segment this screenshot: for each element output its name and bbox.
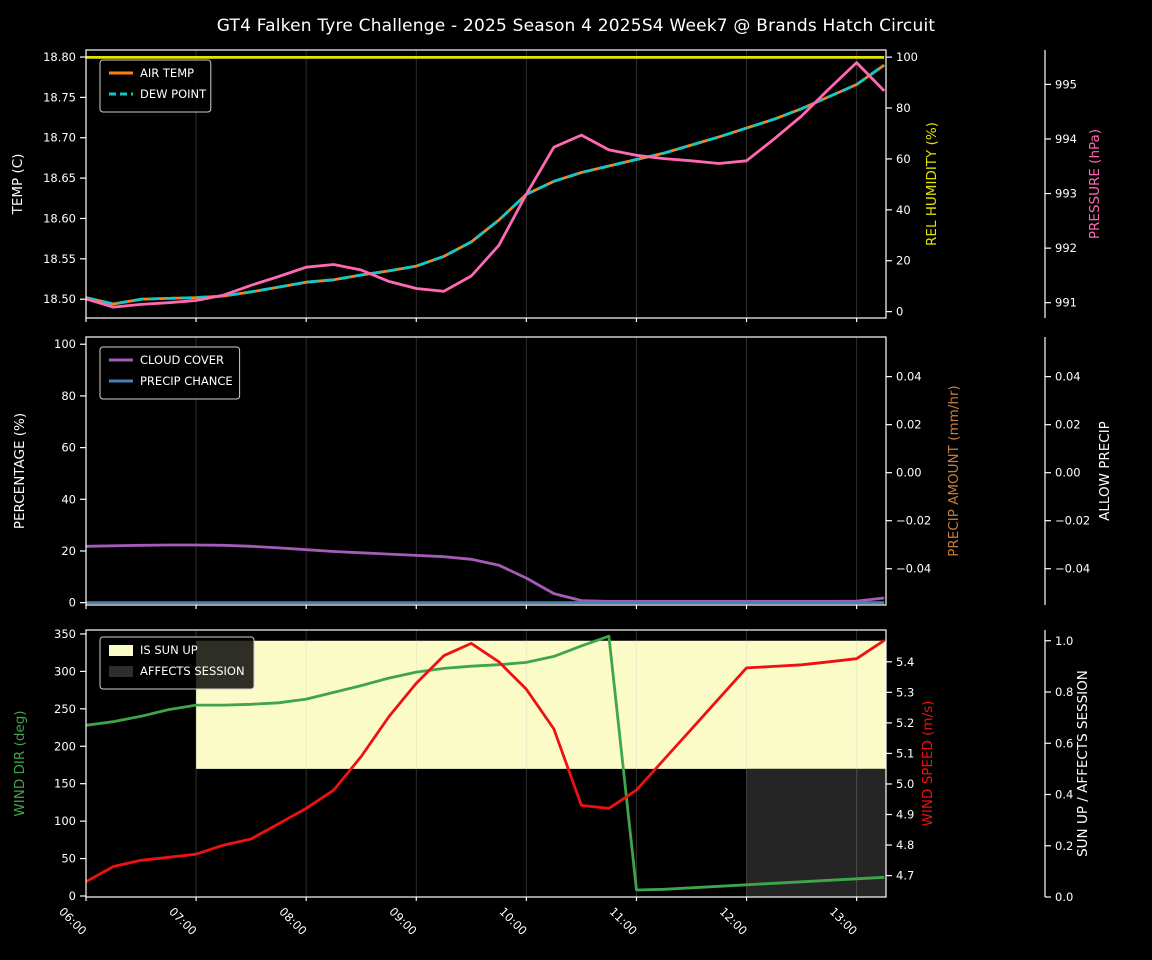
y-tick-label: 18.55 — [43, 252, 76, 266]
wind-speed-line — [85, 639, 885, 883]
y-tick-label: 993 — [1055, 187, 1077, 201]
affects-session-legend-label: AFFECTS SESSION — [140, 664, 245, 678]
wind-dir-line — [85, 634, 885, 892]
temp-c-axis-label: TEMP (C) — [10, 154, 26, 216]
sun-up-affects-session-axis-label: SUN UP / AFFECTS SESSION — [1075, 670, 1091, 857]
wind-dir-deg-axis-label: WIND DIR (deg) — [12, 710, 28, 816]
plot-border — [85, 629, 887, 898]
y-tick-label: 0 — [896, 305, 903, 319]
cloud-cover-line — [85, 543, 885, 603]
y-tick-label: 0 — [69, 889, 76, 903]
percentage-axis-label: PERCENTAGE (%) — [12, 413, 28, 529]
x-tick-label: 11:00 — [607, 904, 640, 937]
y-tick-label: 0.00 — [896, 466, 922, 480]
y-tick-label: 0.0 — [1055, 890, 1073, 904]
y-tick-label: 0.4 — [1055, 788, 1073, 802]
y-tick-label: 80 — [61, 389, 76, 403]
y-tick-label: 0.8 — [1055, 685, 1073, 699]
y-tick-label: 100 — [896, 50, 918, 64]
y-tick-label: 150 — [54, 777, 76, 791]
y-tick-label: 18.70 — [43, 131, 76, 145]
y-tick-label: 18.75 — [43, 90, 76, 104]
y-tick-label: 995 — [1055, 77, 1077, 91]
is-sun-up-region — [196, 640, 886, 769]
pressure-hpa-axis-label: PRESSURE (hPa) — [1087, 129, 1103, 239]
x-tick-label: 09:00 — [386, 904, 419, 937]
pressure-line — [85, 61, 886, 309]
y-tick-label: 5.0 — [896, 777, 914, 791]
air-temp-legend-label: AIR TEMP — [140, 66, 194, 80]
y-tick-label: 100 — [54, 814, 76, 828]
y-tick-label: −0.02 — [1055, 514, 1090, 528]
y-tick-label: 5.4 — [896, 655, 914, 669]
is-sun-up-legend-swatch — [109, 645, 133, 656]
plot-border — [85, 49, 887, 319]
x-tick-label: 10:00 — [497, 904, 530, 937]
affects-session-region — [746, 768, 886, 897]
precip-chance-legend-label: PRECIP CHANCE — [140, 374, 233, 388]
y-tick-label: 300 — [54, 664, 76, 678]
y-tick-label: 20 — [61, 544, 76, 558]
y-tick-label: 5.1 — [896, 746, 914, 760]
y-tick-label: −0.04 — [1055, 562, 1090, 576]
x-tick-label: 07:00 — [166, 904, 199, 937]
chart-title: GT4 Falken Tyre Challenge - 2025 Season … — [216, 16, 936, 36]
y-tick-label: 0 — [69, 596, 76, 610]
y-tick-label: 250 — [54, 702, 76, 716]
y-tick-label: 18.50 — [43, 292, 76, 306]
y-tick-label: 0.02 — [896, 418, 922, 432]
y-tick-label: 60 — [61, 441, 76, 455]
is-sun-up-legend-label: IS SUN UP — [140, 643, 198, 657]
y-tick-label: 350 — [54, 627, 76, 641]
y-tick-label: 0.6 — [1055, 736, 1073, 750]
y-tick-label: 4.9 — [896, 808, 914, 822]
y-tick-label: 1.0 — [1055, 634, 1073, 648]
y-tick-label: 4.7 — [896, 869, 914, 883]
y-tick-label: −0.02 — [896, 514, 931, 528]
plot-border — [85, 336, 887, 606]
precip-amount-mm-hr-axis-label: PRECIP AMOUNT (mm/hr) — [946, 385, 962, 556]
y-tick-label: 100 — [54, 337, 76, 351]
legend-box — [99, 346, 241, 400]
cloud-cover-legend-label: CLOUD COVER — [140, 353, 224, 367]
y-tick-label: 0.2 — [1055, 839, 1073, 853]
allow-precip-axis-label: ALLOW PRECIP — [1097, 421, 1113, 521]
x-tick-label: 12:00 — [717, 904, 750, 937]
y-tick-label: 18.80 — [43, 50, 76, 64]
y-tick-label: 0.02 — [1055, 418, 1081, 432]
y-tick-label: −0.04 — [896, 562, 931, 576]
y-tick-label: 991 — [1055, 296, 1077, 310]
y-tick-label: 994 — [1055, 132, 1077, 146]
y-tick-label: 18.65 — [43, 171, 76, 185]
x-tick-label: 06:00 — [56, 904, 89, 937]
rel-humidity-axis-label: REL HUMIDITY (%) — [924, 122, 940, 246]
x-tick-label: 08:00 — [276, 904, 309, 937]
y-tick-label: 200 — [54, 739, 76, 753]
y-tick-label: 40 — [896, 203, 911, 217]
y-tick-label: 50 — [61, 852, 76, 866]
legend-box — [99, 636, 255, 690]
y-tick-label: 0.04 — [1055, 370, 1081, 384]
y-tick-label: 80 — [896, 101, 911, 115]
y-tick-label: 20 — [896, 254, 911, 268]
y-tick-label: 5.2 — [896, 716, 914, 730]
x-tick-label: 13:00 — [827, 904, 860, 937]
affects-session-legend-swatch — [109, 666, 133, 677]
wind-speed-m-s-axis-label: WIND SPEED (m/s) — [920, 701, 936, 827]
y-tick-label: 992 — [1055, 241, 1077, 255]
y-tick-label: 4.8 — [896, 838, 914, 852]
y-tick-label: 40 — [61, 492, 76, 506]
y-tick-label: 0.00 — [1055, 466, 1081, 480]
y-tick-label: 0.04 — [896, 370, 922, 384]
y-tick-label: 5.3 — [896, 685, 914, 699]
y-tick-label: 60 — [896, 152, 911, 166]
y-tick-label: 18.60 — [43, 211, 76, 225]
dew-point-legend-label: DEW POINT — [140, 87, 207, 101]
